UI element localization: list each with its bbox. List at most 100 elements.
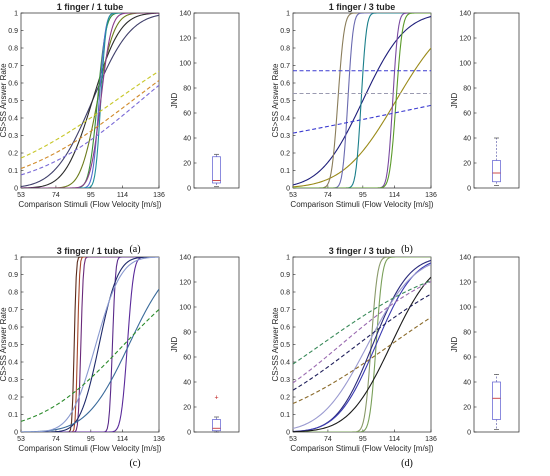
jnd-y-tick-label: 120 [179,280,191,287]
figure-caption: (d) [401,458,413,469]
series-line-3 [21,13,159,188]
chart-title: 3 finger / 3 tube [329,246,396,256]
x-tick-label: 114 [389,192,400,199]
y-tick-label: 0.9 [280,272,290,279]
x-tick-label: 95 [87,192,95,199]
x-tick-label: 136 [425,436,437,443]
chart-title: 1 finger / 1 tube [57,2,124,12]
jnd-y-tick-label: 60 [463,355,471,362]
jnd-y-tick-label: 0 [467,430,471,437]
series-line-5 [293,13,431,188]
x-tick-label: 74 [324,436,332,443]
y-tick-label: 0.7 [8,307,18,314]
x-tick-label: 95 [87,436,95,443]
series-line-1 [21,14,159,188]
jnd-y-tick-label: 80 [463,86,471,93]
figure-caption: (b) [401,244,413,255]
y-tick-label: 0.9 [8,272,18,279]
jnd-y-tick-label: 20 [463,161,471,168]
y-tick-label: 0 [14,186,18,193]
x-tick-label: 53 [289,436,297,443]
series-line-3 [293,259,431,432]
jnd-axis-label: JND [450,93,459,109]
series-line-2 [293,47,431,188]
y-tick-label: 0.2 [280,395,290,402]
y-tick-label: 0.5 [280,98,290,105]
jnd-y-tick-label: 140 [179,255,191,262]
chart-title: 3 finger / 1 tube [57,246,124,256]
y-tick-label: 0.6 [280,81,290,88]
y-tick-label: 0.6 [8,81,18,88]
y-tick-label: 0.7 [8,63,18,70]
y-tick-label: 0.1 [280,412,290,419]
series-line-1 [21,257,159,432]
series-line-4 [293,262,431,432]
y-tick-label: 0.7 [280,307,290,314]
y-tick-label: 0.4 [8,116,18,123]
jnd-y-tick-label: 40 [183,380,191,387]
jnd-axis-label: JND [170,337,179,353]
y-tick-label: 0.3 [280,377,290,384]
x-tick-label: 53 [17,192,25,199]
y-tick-label: 0.5 [8,342,18,349]
jnd-y-tick-label: 0 [187,430,191,437]
x-tick-label: 114 [117,192,128,199]
y-tick-label: 0.4 [280,116,290,123]
x-tick-label: 136 [425,192,437,199]
series-line-6 [293,276,431,432]
series-line-8 [21,70,159,159]
x-tick-label: 53 [17,436,25,443]
x-tick-label: 95 [359,436,367,443]
jnd-boxplot: 0 20 40 60 80 100 120 140 JND [450,255,520,437]
y-tick-label: 0.4 [280,360,290,367]
y-tick-label: 1 [286,11,290,18]
jnd-y-tick-label: 60 [183,355,191,362]
panel-a: 1 finger / 1 tube 53 74 95 114 136 0 0.1 0.2 0.3 0… [0,2,240,255]
y-tick-label: 0.2 [280,151,290,158]
series-line-1 [293,257,431,432]
y-tick-label: 1 [14,255,18,262]
series-line-9 [21,80,159,169]
jnd-outlier: + [214,395,218,402]
y-tick-label: 0.1 [8,168,18,175]
jnd-plot-area [193,12,240,189]
figure-caption: (a) [129,244,140,255]
series-line-7 [21,288,159,432]
jnd-box [492,160,501,183]
y-tick-label: 0.6 [8,325,18,332]
x-axis-label: Comparison Stimuli (Flow Velocity [m/s]) [18,444,161,453]
x-tick-label: 74 [324,192,332,199]
jnd-y-tick-label: 40 [463,380,471,387]
series-group [21,257,159,432]
y-tick-label: 0.2 [8,151,18,158]
jnd-y-tick-label: 0 [187,186,191,193]
y-tick-label: 0 [286,186,290,193]
chart-title: 1 finger / 3 tube [329,2,396,12]
y-axis-label: CS>SS Answer Rate [0,307,8,382]
plot-area [20,12,160,189]
plot-area [292,12,432,189]
x-axis-label: Comparison Stimuli (Flow Velocity [m/s]) [18,200,161,209]
series-line-1 [293,15,431,186]
x-axis-label: Comparison Stimuli (Flow Velocity [m/s]) [290,444,433,453]
jnd-y-tick-label: 100 [459,61,471,68]
x-tick-label: 114 [389,436,400,443]
series-line-6 [21,13,159,188]
y-tick-label: 0.9 [280,28,290,35]
jnd-y-tick-label: 80 [183,86,191,93]
jnd-y-tick-label: 140 [179,11,191,18]
jnd-y-tick-label: 100 [179,305,191,312]
y-tick-label: 0.8 [8,290,18,297]
y-tick-label: 0 [286,430,290,437]
series-line-5 [293,263,431,429]
series-line-4 [21,13,159,188]
jnd-box [212,156,221,184]
x-tick-label: 53 [289,192,297,199]
jnd-y-tick-label: 40 [183,136,191,143]
x-tick-label: 95 [359,192,367,199]
y-tick-label: 0.5 [280,342,290,349]
series-line-8 [293,281,431,384]
y-axis-label: CS>SS Answer Rate [271,307,280,382]
y-tick-label: 0.1 [8,412,18,419]
jnd-y-tick-label: 20 [183,161,191,168]
